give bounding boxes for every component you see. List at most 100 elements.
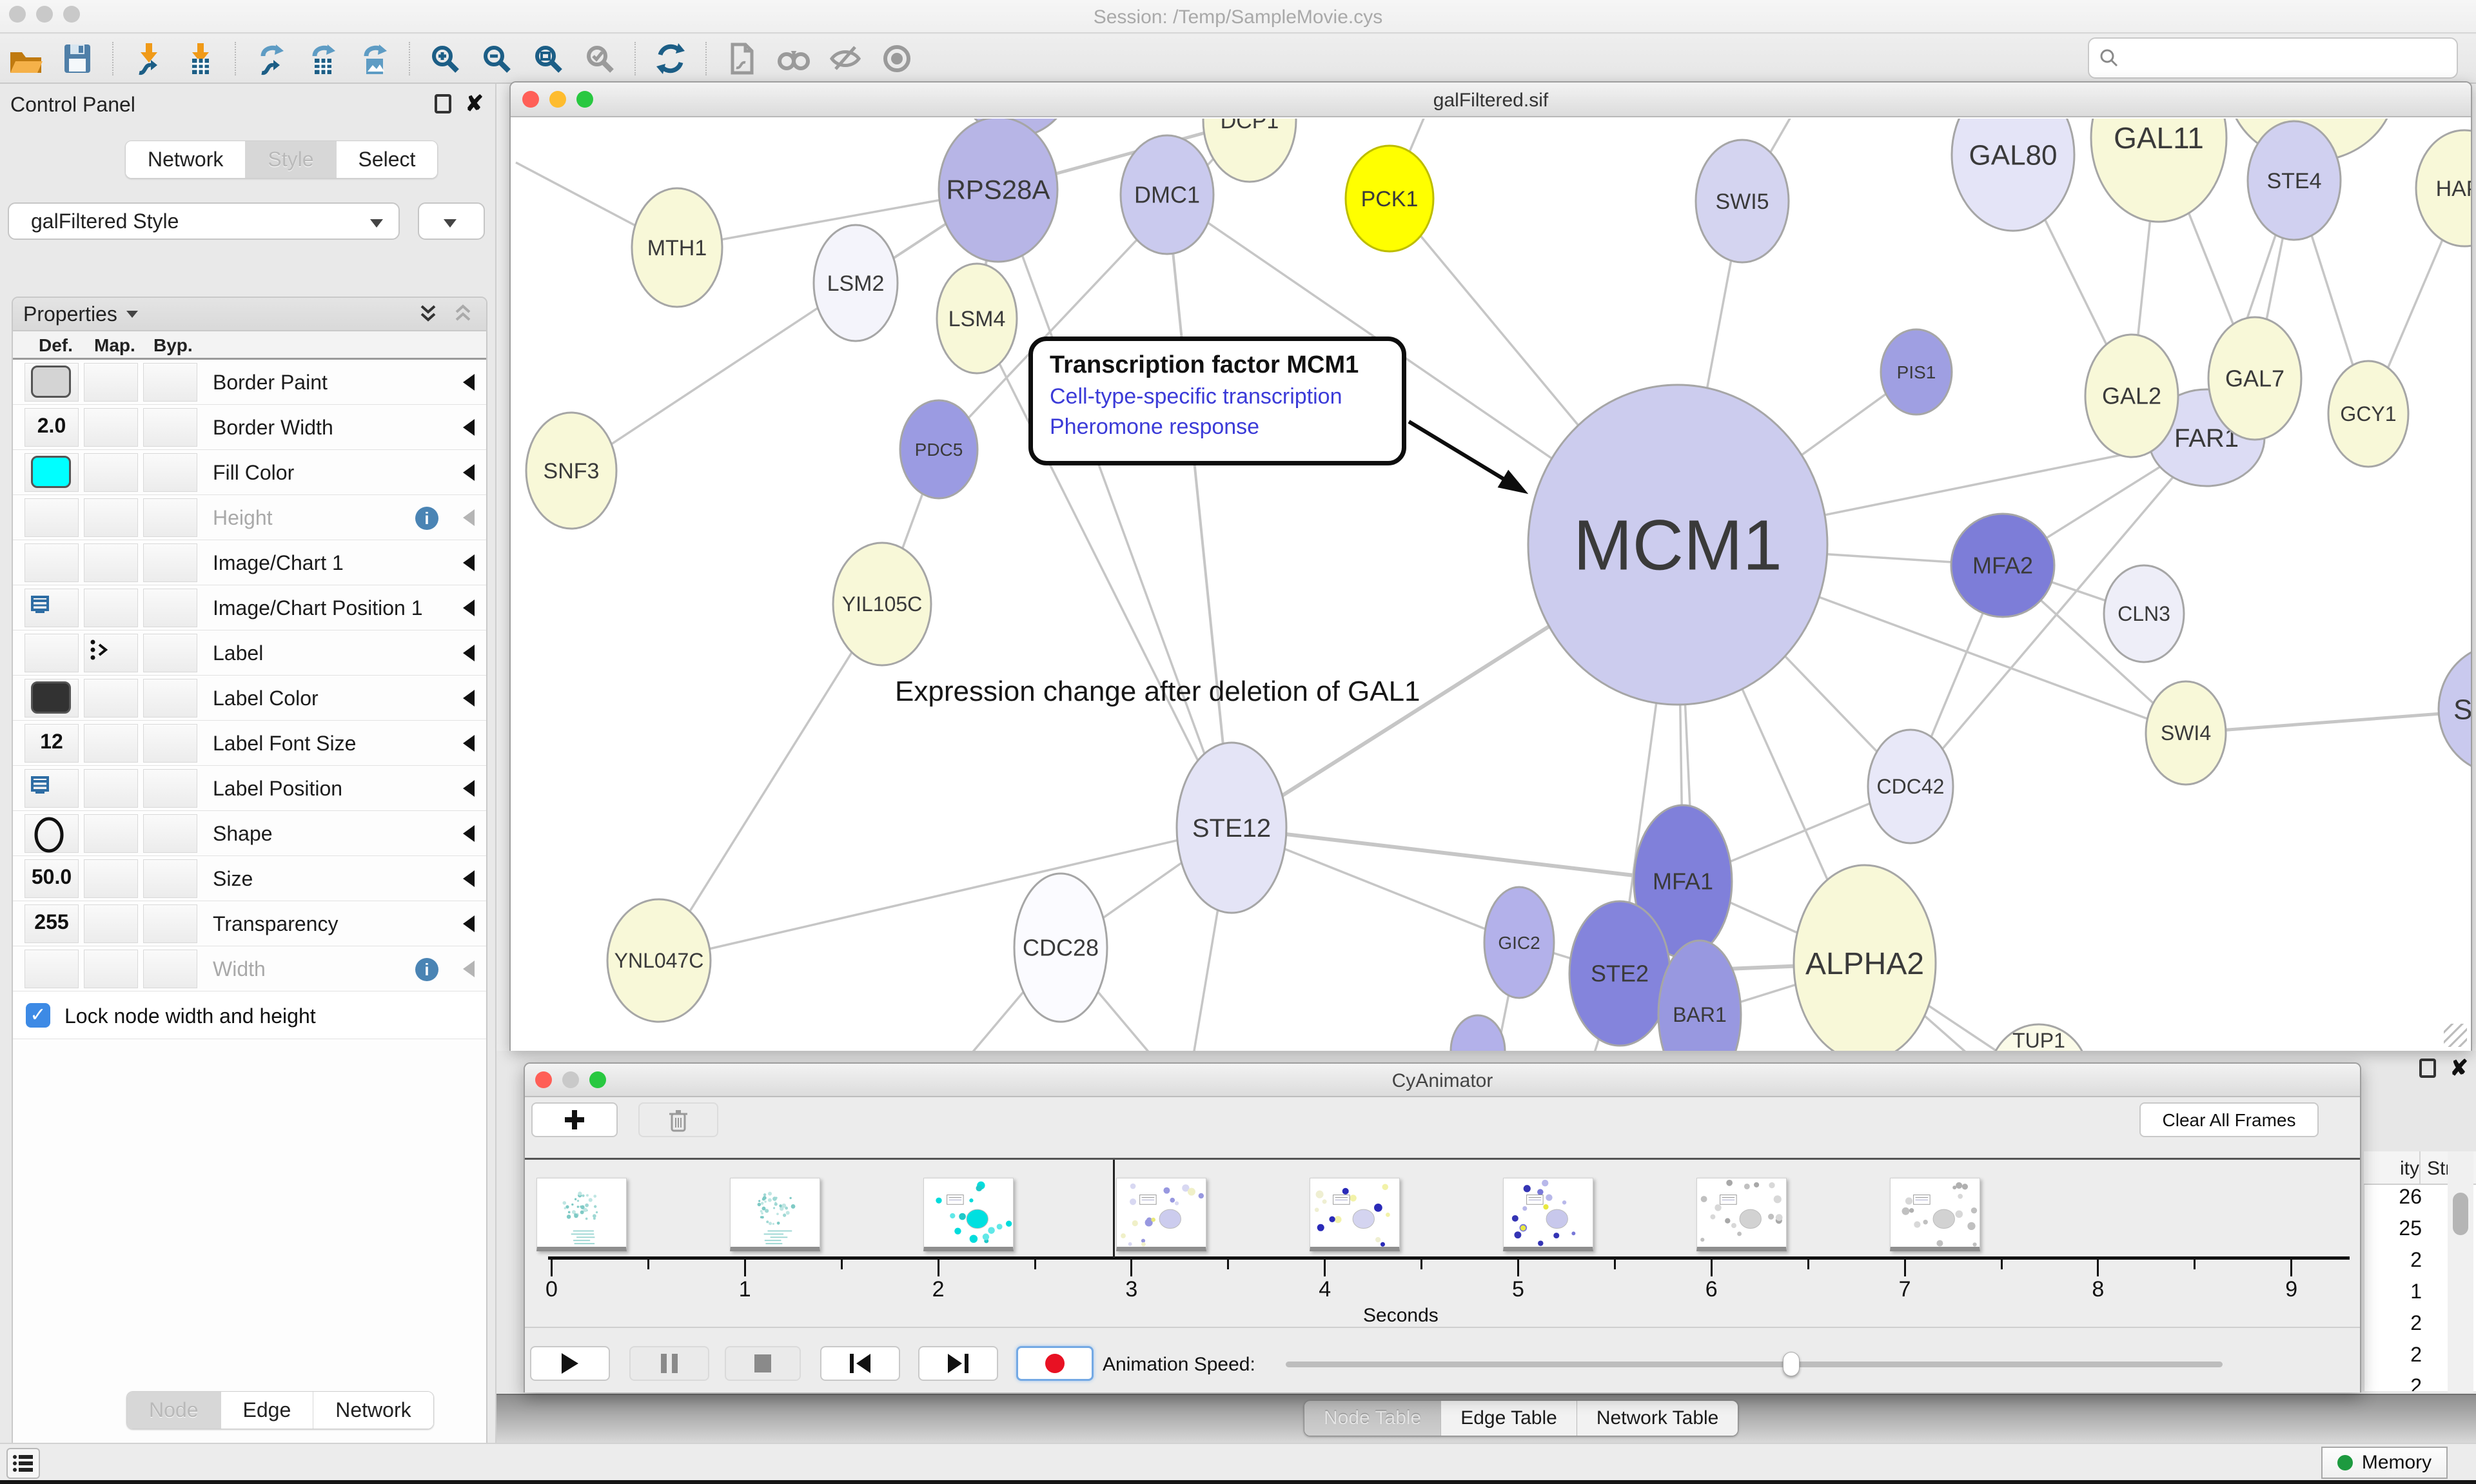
find-icon[interactable] xyxy=(775,41,811,77)
expand-row-icon[interactable] xyxy=(463,554,475,571)
frame-thumbnail-4[interactable] xyxy=(1116,1178,1207,1251)
bypass-cell[interactable] xyxy=(143,634,197,672)
export-network-icon[interactable] xyxy=(253,41,289,77)
network-node-dmc1[interactable]: DMC1 xyxy=(1119,134,1215,255)
style-options-menu[interactable] xyxy=(418,202,485,240)
network-node-tup1[interactable]: TUP1 xyxy=(1989,1023,2089,1051)
refresh-icon[interactable] xyxy=(653,41,689,77)
default-value-cell[interactable] xyxy=(25,543,79,582)
expand-row-icon[interactable] xyxy=(463,374,475,391)
default-value-cell[interactable] xyxy=(25,408,79,447)
expand-row-icon[interactable] xyxy=(463,600,475,616)
network-node-snf3[interactable]: SNF3 xyxy=(525,411,618,530)
table-row[interactable]: 1 xyxy=(2410,1280,2422,1303)
network-node-pck1[interactable]: PCK1 xyxy=(1344,144,1435,253)
previous-frame-button[interactable] xyxy=(820,1346,900,1381)
property-row-shape[interactable]: Shape xyxy=(13,811,486,856)
network-node-ste2[interactable]: STE2 xyxy=(1568,900,1671,1047)
search-input[interactable] xyxy=(2120,48,2457,68)
network-node-ynl047c[interactable]: YNL047C xyxy=(606,898,712,1023)
frame-thumbnail-8[interactable] xyxy=(1889,1178,1980,1251)
column-centrality[interactable]: ity xyxy=(2364,1151,2421,1184)
close-window-icon[interactable] xyxy=(535,1071,552,1088)
default-value-cell[interactable] xyxy=(25,634,79,672)
import-network-icon[interactable] xyxy=(130,41,166,77)
bypass-cell[interactable] xyxy=(143,950,197,988)
stop-button[interactable] xyxy=(725,1346,801,1381)
mapping-cell[interactable] xyxy=(84,724,138,763)
mapping-cell[interactable] xyxy=(84,859,138,898)
network-node-gal2[interactable]: GAL2 xyxy=(2084,333,2179,458)
network-node-gal11[interactable]: GAL11 xyxy=(2090,119,2228,223)
expand-all-icon[interactable] xyxy=(415,301,441,327)
table-row[interactable]: 25 xyxy=(2399,1216,2422,1240)
default-value-cell[interactable] xyxy=(25,724,79,763)
color-swatch[interactable] xyxy=(31,681,71,714)
collapse-all-icon[interactable] xyxy=(450,301,476,327)
tab-style[interactable]: Style xyxy=(246,141,337,178)
network-node-lsm2[interactable]: LSM2 xyxy=(812,224,899,342)
close-panel-icon[interactable]: ✘ xyxy=(465,92,484,116)
property-row-label[interactable]: Label xyxy=(13,630,486,676)
property-row-label-color[interactable]: Label Color xyxy=(13,676,486,721)
close-panel-icon[interactable]: ✘ xyxy=(2450,1056,2469,1080)
network-node-slt2[interactable]: SLT2 xyxy=(2437,645,2471,774)
property-row-border-width[interactable]: 2.0 Border Width xyxy=(13,405,486,450)
network-node-hap2[interactable]: HAP2 xyxy=(2415,129,2471,248)
default-value-cell[interactable] xyxy=(25,589,79,627)
mapping-cell[interactable] xyxy=(84,453,138,492)
default-value[interactable]: 2.0 xyxy=(37,414,66,437)
expand-row-icon[interactable] xyxy=(463,419,475,436)
network-edge[interactable] xyxy=(997,189,1233,828)
network-node-swi4[interactable]: SWI4 xyxy=(2145,680,2227,786)
zoom-window-icon[interactable] xyxy=(576,91,593,108)
network-edge[interactable] xyxy=(658,603,883,961)
expand-row-icon[interactable] xyxy=(463,780,475,797)
property-row-label-font-size[interactable]: 12 Label Font Size xyxy=(13,721,486,766)
default-value[interactable]: 50.0 xyxy=(31,865,72,888)
properties-header[interactable]: Properties xyxy=(13,298,486,331)
expand-row-icon[interactable] xyxy=(463,825,475,842)
network-node-cdc42[interactable]: CDC42 xyxy=(1867,728,1954,845)
expand-row-icon[interactable] xyxy=(463,915,475,932)
network-node-cdc28[interactable]: CDC28 xyxy=(1013,872,1108,1023)
bypass-cell[interactable] xyxy=(143,543,197,582)
bypass-cell[interactable] xyxy=(143,724,197,763)
bypass-cell[interactable] xyxy=(143,814,197,853)
mapping-cell[interactable] xyxy=(84,589,138,627)
minimize-window-icon[interactable] xyxy=(562,1071,579,1088)
network-node-mcm1[interactable]: MCM1 xyxy=(1527,384,1829,706)
network-node-gic2[interactable]: GIC2 xyxy=(1483,886,1555,999)
annotation-link-1[interactable]: Cell-type-specific transcription xyxy=(1050,384,1342,409)
table-row[interactable]: 2 xyxy=(2410,1311,2422,1334)
network-edge[interactable] xyxy=(1909,436,2208,788)
mapping-cell[interactable] xyxy=(84,814,138,853)
info-icon[interactable]: i xyxy=(415,507,438,530)
network-canvas[interactable]: DCP1 RPS28A DMC1 PCK1 SWI5 GAL80 GAL11 STE4 HAP2… xyxy=(511,119,2471,1051)
table-scrollbar[interactable] xyxy=(2448,1151,2473,1392)
animation-speed-thumb[interactable] xyxy=(1782,1352,1800,1376)
network-node-lsm4[interactable]: LSM4 xyxy=(936,262,1018,375)
mapping-cell[interactable] xyxy=(84,408,138,447)
network-node-ste4[interactable]: STE4 xyxy=(2246,120,2342,241)
window-resize-grip[interactable] xyxy=(2444,1024,2467,1047)
memory-button[interactable]: Memory xyxy=(2321,1447,2448,1479)
float-panel-icon[interactable] xyxy=(434,94,451,113)
record-button[interactable] xyxy=(1016,1346,1094,1381)
network-node-pdc5[interactable]: PDC5 xyxy=(899,399,979,500)
network-edge[interactable] xyxy=(571,282,856,472)
expand-row-icon[interactable] xyxy=(463,690,475,707)
table-row[interactable]: 2 xyxy=(2410,1248,2422,1271)
table-row[interactable]: 2 xyxy=(2410,1343,2422,1366)
timeline[interactable]: Seconds 0 1 2 3 4 5 6 7 8 9 xyxy=(525,1160,2360,1327)
bypass-cell[interactable] xyxy=(143,589,197,627)
search-box[interactable] xyxy=(2088,37,2458,79)
annotation-link-2[interactable]: Pheromone response xyxy=(1050,415,1260,439)
bypass-cell[interactable] xyxy=(143,498,197,537)
close-window-icon[interactable] xyxy=(9,6,26,23)
delete-frame-button[interactable] xyxy=(638,1102,718,1137)
minimize-window-icon[interactable] xyxy=(36,6,53,23)
bypass-cell[interactable] xyxy=(143,408,197,447)
network-node-mfa2[interactable]: MFA2 xyxy=(1950,513,2056,618)
color-swatch[interactable] xyxy=(31,456,71,488)
